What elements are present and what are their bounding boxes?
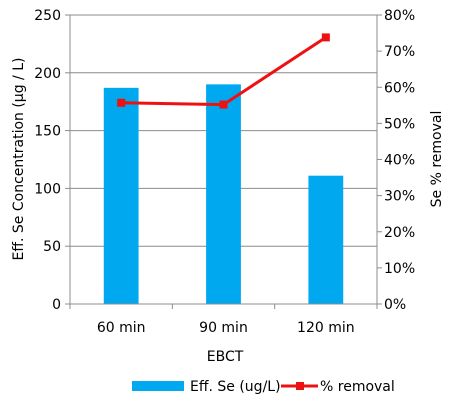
y-tick-label: 150 — [34, 124, 61, 140]
right-axis-ticks: 0% 10% 20% 30% 40% 50% 60% 70% 80% — [377, 8, 415, 313]
y-axis-title: Eff. Se Concentration (μg / L) — [11, 58, 27, 261]
x-tick-label: 60 min — [97, 320, 146, 336]
y-tick-label: 250 — [34, 8, 61, 24]
legend-marker-removal — [296, 382, 304, 390]
legend-label-eff-se: Eff. Se (ug/L) — [190, 379, 281, 395]
bar — [206, 84, 241, 304]
x-tick-label: 90 min — [199, 320, 248, 336]
y-tick-label: 100 — [34, 181, 61, 197]
y2-tick-label: 80% — [384, 8, 415, 24]
line-series — [117, 33, 330, 109]
y2-tick-label: 30% — [384, 189, 415, 205]
y2-axis-title: Se % removal — [429, 111, 445, 208]
y-tick-label: 50 — [43, 239, 61, 255]
y2-tick-label: 60% — [384, 80, 415, 96]
x-tick-label: 120 min — [297, 320, 355, 336]
x-axis-title: EBCT — [207, 349, 244, 365]
y2-tick-label: 20% — [384, 225, 415, 241]
legend-swatch-eff-se — [132, 381, 184, 391]
x-axis-ticks: 60 min 90 min 120 min — [69, 304, 378, 336]
removal-point — [321, 33, 330, 42]
y2-tick-label: 40% — [384, 153, 415, 169]
y2-tick-label: 10% — [384, 261, 415, 277]
y2-tick-label: 50% — [384, 116, 415, 132]
legend: Eff. Se (ug/L) % removal — [132, 379, 395, 395]
removal-point — [219, 100, 228, 109]
legend-label-removal: % removal — [320, 379, 395, 395]
y-tick-label: 0 — [52, 297, 61, 313]
bar — [103, 87, 139, 304]
y-tick-label: 200 — [34, 66, 61, 82]
bar — [308, 175, 344, 304]
y2-tick-label: 70% — [384, 44, 415, 60]
left-axis-ticks: 0 50 100 150 200 250 — [34, 8, 70, 313]
y2-tick-label: 0% — [384, 297, 406, 313]
removal-point — [117, 98, 126, 107]
bar-series — [103, 84, 344, 304]
